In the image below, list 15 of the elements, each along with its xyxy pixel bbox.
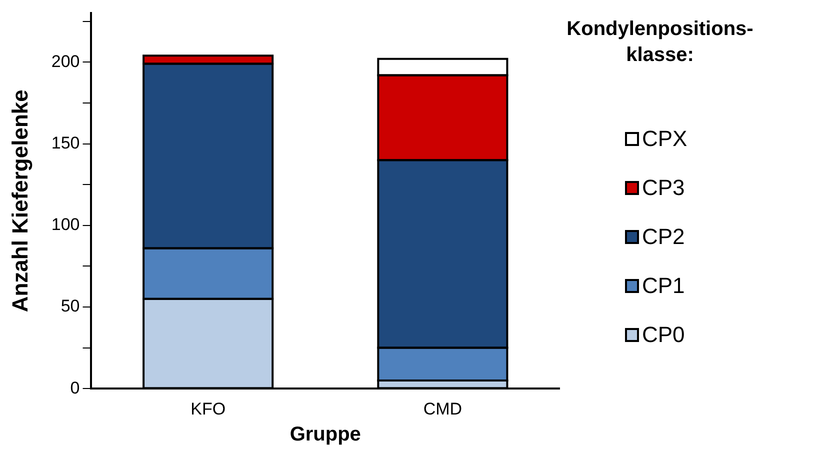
legend-title: Kondylenpositions-klasse:: [566, 17, 754, 68]
y-tick-label: 100: [51, 215, 80, 234]
y-axis-title: Anzahl Kiefergelenke: [7, 90, 32, 312]
x-tick-label: CMD: [423, 399, 462, 418]
y-tick-label: 50: [60, 296, 80, 316]
y-tick-label: 150: [51, 133, 80, 152]
legend-label: CP2: [642, 224, 685, 250]
legend-label: CP1: [642, 272, 685, 298]
text: CPX: [642, 126, 688, 152]
legend-label: CP0: [642, 322, 685, 348]
y-tick-label: 0: [70, 378, 80, 398]
x-axis-title: Gruppe: [290, 424, 361, 446]
x-tick-label: KFO: [190, 399, 226, 418]
y-tick-label: 200: [51, 52, 80, 71]
legend-label: CP3: [642, 174, 685, 200]
